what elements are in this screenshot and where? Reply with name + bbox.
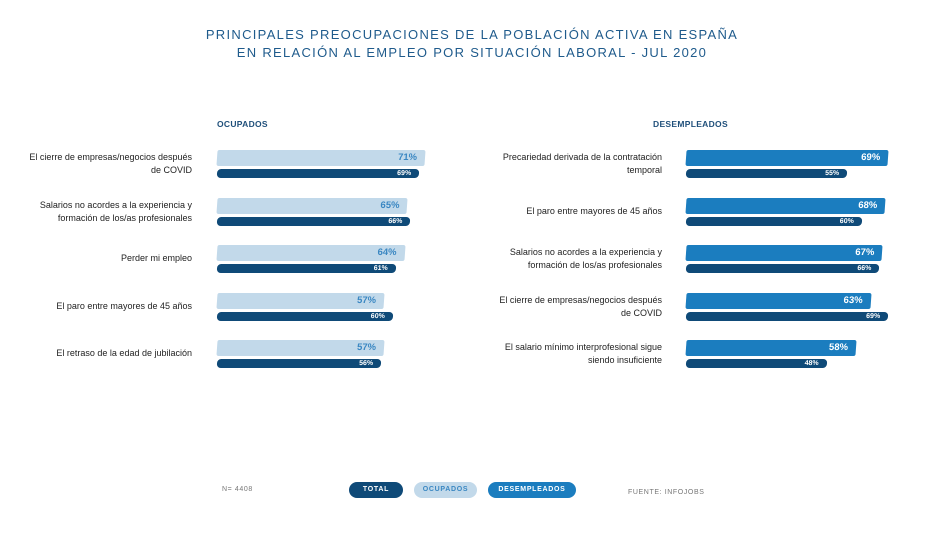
panel-title-ocupados: OCUPADOS xyxy=(217,119,268,129)
source: FUENTE: INFOJOBS xyxy=(628,489,705,496)
category-label-line: El paro entre mayores de 45 años xyxy=(526,205,662,216)
desempleados-bar: 58% xyxy=(685,340,857,356)
desempleados-bar: 67% xyxy=(685,245,883,261)
total-bar: 48% xyxy=(685,359,827,368)
category-label-line: formación de los/as profesionales xyxy=(527,260,662,270)
total-value-label: 69% xyxy=(865,312,881,320)
category-label-line: de COVID xyxy=(150,165,192,175)
ocupados-bar: 71% xyxy=(216,150,426,166)
total-bar: 60% xyxy=(685,216,863,226)
total-value-label: 48% xyxy=(804,360,819,367)
bar-value-label: 71% xyxy=(397,152,418,163)
total-bar: 56% xyxy=(216,359,382,368)
ocupados-bar: 65% xyxy=(216,197,408,214)
panel-title-desempleados: DESEMPLEADOS xyxy=(653,119,728,129)
category-label-line: El cierre de empresas/negocios después xyxy=(499,294,662,305)
category-label-line: de COVID xyxy=(620,307,662,318)
category-label-line: El retraso de la edad de jubilación xyxy=(56,348,192,358)
category-label: Salarios no acordes a la experiencia y fo… xyxy=(510,246,662,272)
category-label-line: siendo insuficiente xyxy=(587,355,662,365)
category-label: Perder mi empleo xyxy=(121,252,192,265)
total-bar: 69% xyxy=(216,169,420,178)
legend-ocupados: OCUPADOS xyxy=(414,482,477,498)
total-value-label: 61% xyxy=(373,265,388,272)
category-label-line: El paro entre mayores de 45 años xyxy=(56,300,192,311)
bar-value-label: 58% xyxy=(828,342,849,353)
chart-title-line-1: PRINCIPALES PREOCUPACIONES DE LA POBLACI… xyxy=(205,27,739,42)
sample-size: N= 4408 xyxy=(222,486,253,493)
ocupados-bar: 57% xyxy=(216,292,385,309)
bar-value-label: 64% xyxy=(377,247,397,258)
bar-value-label: 67% xyxy=(854,247,875,258)
total-value-label: 55% xyxy=(824,170,840,177)
total-value-label: 60% xyxy=(839,217,855,225)
bar-value-label: 68% xyxy=(857,199,878,211)
category-label: Salarios no acordes a la experiencia y fo… xyxy=(40,199,192,225)
desempleados-bar: 69% xyxy=(685,150,889,166)
category-label: El cierre de empresas/negocios después de… xyxy=(499,294,662,320)
total-value-label: 66% xyxy=(388,217,403,225)
bar-value-label: 63% xyxy=(843,294,863,306)
total-bar: 60% xyxy=(216,311,394,321)
desempleados-bar: 68% xyxy=(685,197,886,214)
total-value-label: 66% xyxy=(857,265,872,272)
legend-desempleados: DESEMPLEADOS xyxy=(488,482,576,498)
category-label-line: formación de los/as profesionales xyxy=(57,212,192,223)
bar-value-label: 65% xyxy=(380,199,400,211)
category-label: El cierre de empresas/negocios después de… xyxy=(29,151,192,177)
chart-title-line-2: EN RELACIÓN AL EMPLEO POR SITUACIÓN LABO… xyxy=(236,45,708,60)
category-label-line: Salarios no acordes a la experiencia y xyxy=(509,247,662,257)
category-label: El paro entre mayores de 45 años xyxy=(56,300,192,313)
category-label-line: El salario mínimo interprofesional sigue xyxy=(504,342,662,352)
legend-total: TOTAL xyxy=(349,482,403,498)
bar-value-label: 57% xyxy=(356,342,377,353)
total-bar: 66% xyxy=(685,264,880,273)
ocupados-bar: 57% xyxy=(216,340,385,356)
total-bar: 66% xyxy=(216,216,411,226)
ocupados-bar: 64% xyxy=(216,245,406,261)
total-bar: 69% xyxy=(685,311,889,321)
bar-value-label: 69% xyxy=(860,152,881,163)
total-value-label: 56% xyxy=(358,360,374,367)
category-label: Precariedad derivada de la contratación t… xyxy=(503,151,662,177)
category-label-line: El cierre de empresas/negocios después xyxy=(29,152,192,162)
category-label-line: Perder mi empleo xyxy=(120,253,192,263)
total-bar: 55% xyxy=(685,169,848,178)
category-label-line: Precariedad derivada de la contratación xyxy=(502,152,662,162)
category-label: El salario mínimo interprofesional sigue… xyxy=(505,341,662,367)
category-label-line: temporal xyxy=(626,165,662,175)
total-bar: 61% xyxy=(216,264,397,273)
category-label-line: Salarios no acordes a la experiencia y xyxy=(39,199,192,210)
category-label: El retraso de la edad de jubilación xyxy=(56,347,192,360)
total-value-label: 69% xyxy=(396,170,412,177)
total-value-label: 60% xyxy=(370,312,386,320)
bar-value-label: 57% xyxy=(356,294,377,306)
category-label: El paro entre mayores de 45 años xyxy=(526,205,662,218)
desempleados-bar: 63% xyxy=(685,292,872,309)
